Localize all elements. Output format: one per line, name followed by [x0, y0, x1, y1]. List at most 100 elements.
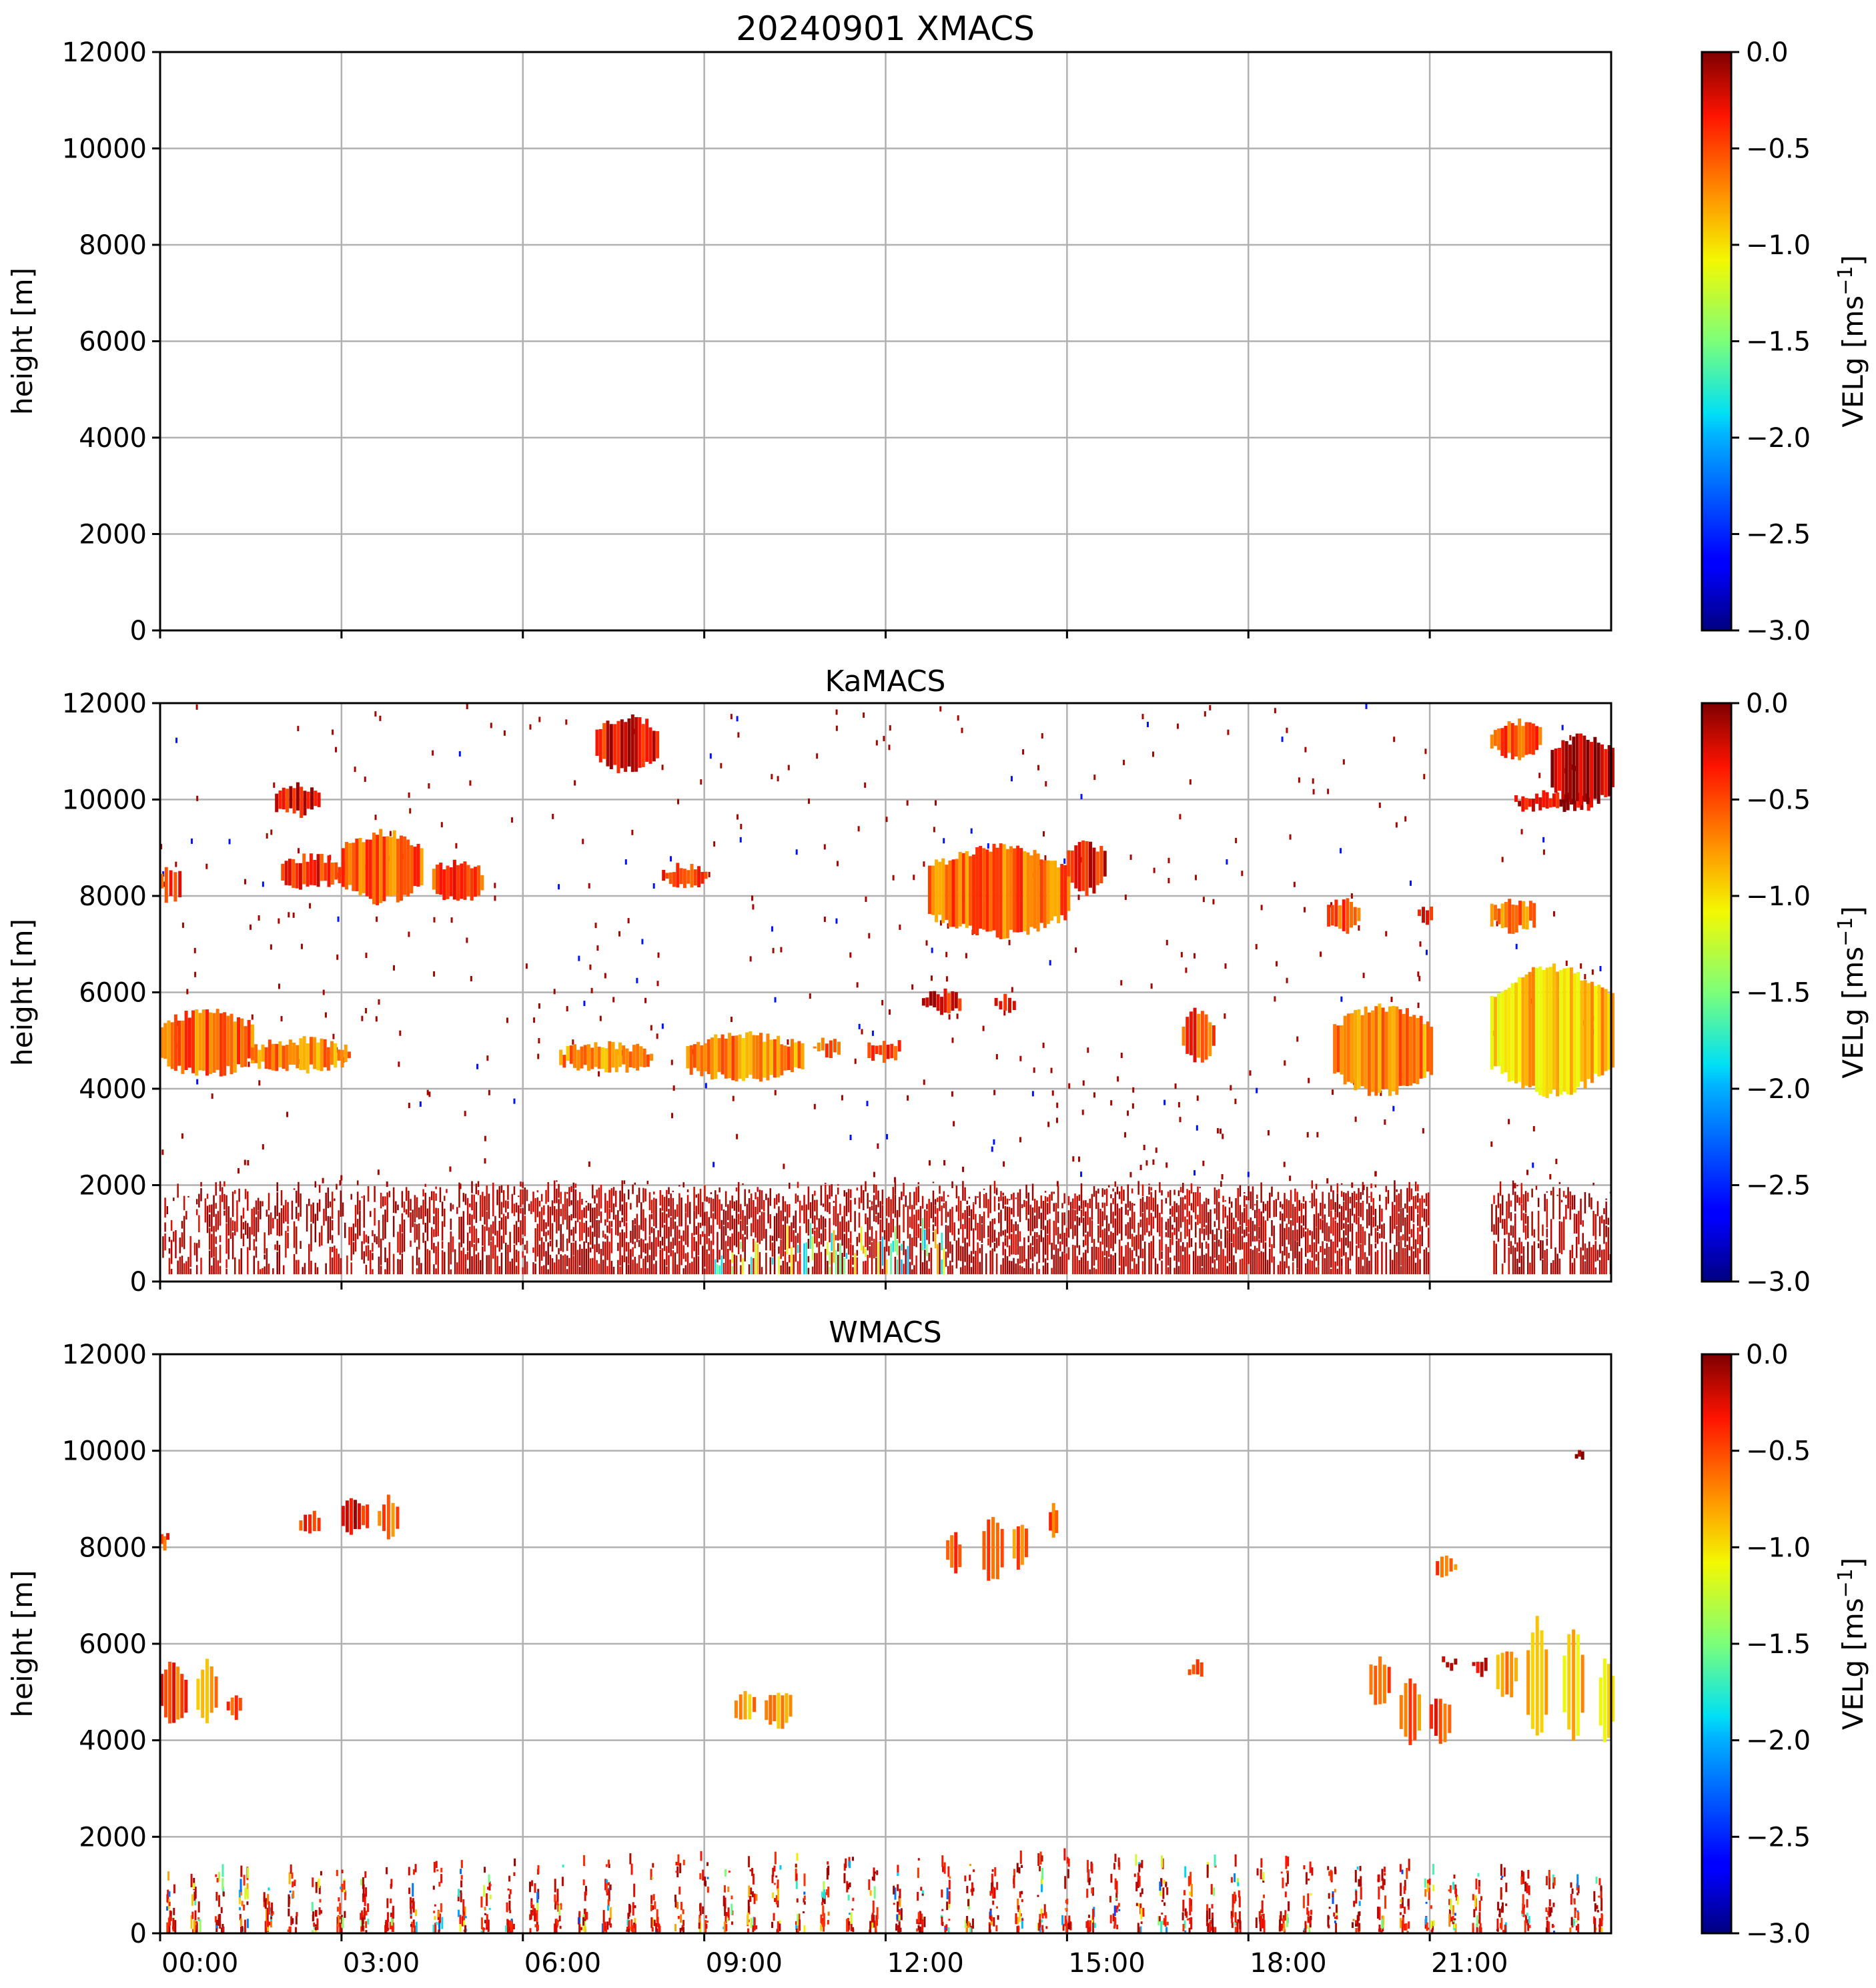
- clutter-mark: [717, 1231, 719, 1263]
- clutter-mark: [1595, 1877, 1598, 1884]
- cloud-column: [689, 1045, 693, 1075]
- clutter-mark: [1218, 1201, 1220, 1230]
- clutter-mark: [1002, 1230, 1004, 1235]
- cloud-column: [1490, 995, 1494, 1070]
- clutter-mark: [604, 1921, 606, 1931]
- clutter-mark: [1495, 1244, 1497, 1275]
- noise-mark: [1110, 1100, 1113, 1106]
- clutter-mark: [1148, 1183, 1150, 1185]
- clutter-mark: [684, 1265, 687, 1275]
- cloud-column: [1576, 971, 1580, 1087]
- clutter-mark: [352, 1241, 355, 1255]
- noise-mark: [1320, 951, 1322, 957]
- clutter-mark: [1137, 1879, 1139, 1889]
- clutter-mark: [238, 1889, 241, 1900]
- clutter-mark: [1040, 1229, 1042, 1242]
- noise-mark: [943, 1159, 946, 1165]
- cloud-column: [1060, 864, 1064, 915]
- clutter-mark: [422, 1232, 424, 1243]
- cloud-column: [1576, 1634, 1580, 1736]
- clutter-mark: [928, 1252, 930, 1262]
- clutter-mark: [583, 1241, 585, 1275]
- clutter-mark: [839, 1221, 841, 1240]
- clutter-mark: [735, 1200, 738, 1219]
- clutter-mark: [964, 1187, 966, 1201]
- cloud-column: [435, 865, 439, 895]
- cloud-column: [1346, 898, 1350, 934]
- noise-mark: [354, 767, 356, 773]
- clutter-mark: [1284, 1193, 1286, 1221]
- cloud-column: [1426, 910, 1430, 925]
- clutter-mark: [948, 1891, 951, 1904]
- clutter-mark: [735, 1255, 738, 1275]
- noise-mark: [399, 1030, 402, 1036]
- cloud-column: [738, 1034, 742, 1079]
- clutter-mark: [291, 1200, 294, 1220]
- clutter-mark: [1304, 1263, 1307, 1275]
- clutter-mark: [444, 1195, 446, 1201]
- clutter-mark: [500, 1217, 503, 1230]
- clutter-mark: [435, 1186, 437, 1189]
- clutter-mark: [1110, 1231, 1112, 1249]
- clutter-mark: [1127, 1184, 1129, 1208]
- clutter-mark: [264, 1899, 267, 1909]
- noise-mark: [1204, 711, 1206, 717]
- clutter-mark: [1296, 1268, 1298, 1275]
- clutter-mark: [350, 1193, 352, 1200]
- cloud-echo: [341, 1498, 370, 1535]
- clutter-mark: [494, 1245, 496, 1275]
- clutter-mark: [1116, 1925, 1119, 1930]
- clutter-mark: [1262, 1201, 1265, 1213]
- clutter-mark: [364, 1893, 366, 1907]
- cloud-echo: [1526, 1616, 1548, 1736]
- clutter-mark: [298, 1212, 300, 1221]
- clutter-mark: [955, 1205, 958, 1212]
- clutter-mark: [693, 1257, 695, 1275]
- clutter-mark: [268, 1193, 270, 1211]
- clutter-mark: [1518, 1237, 1520, 1264]
- clutter-mark: [1497, 1901, 1500, 1911]
- clutter-mark: [987, 1199, 989, 1218]
- clutter-mark: [1353, 1901, 1356, 1907]
- clutter-mark: [437, 1208, 440, 1236]
- clutter-mark: [1033, 1198, 1036, 1213]
- clutter-mark: [215, 1236, 217, 1244]
- cloud-column: [473, 867, 477, 897]
- clutter-mark: [1500, 1917, 1503, 1930]
- clutter-mark: [824, 1249, 827, 1275]
- cloud-column: [389, 837, 393, 897]
- clutter-mark: [1408, 1921, 1410, 1929]
- clutter-mark: [562, 1864, 564, 1868]
- cloud-column: [1039, 859, 1043, 923]
- clutter-mark: [1302, 1196, 1305, 1202]
- noise-mark: [1542, 849, 1545, 855]
- clutter-mark: [532, 1247, 534, 1253]
- clutter-mark: [1246, 1195, 1248, 1201]
- noise-mark: [1306, 1132, 1309, 1138]
- clutter-mark: [769, 1257, 771, 1275]
- clutter-mark: [928, 1268, 930, 1275]
- clutter-mark: [1575, 1925, 1578, 1931]
- clutter-mark: [292, 1881, 294, 1888]
- clutter-mark: [663, 1224, 666, 1252]
- noise-mark: [857, 826, 860, 832]
- noise-mark: [1219, 1128, 1222, 1134]
- clutter-mark: [1362, 1226, 1364, 1260]
- cloud-column: [1528, 799, 1532, 807]
- clutter-mark: [1328, 1226, 1330, 1242]
- cloud-column: [334, 862, 338, 880]
- clutter-mark: [905, 1195, 907, 1207]
- clutter-mark: [312, 1877, 314, 1887]
- cloud-column: [1524, 974, 1528, 1086]
- clutter-mark: [206, 1205, 209, 1233]
- clutter-mark: [1171, 1224, 1174, 1230]
- clutter-mark: [1008, 1199, 1011, 1201]
- clutter-mark: [1127, 1222, 1129, 1239]
- noise-mark: [877, 1143, 879, 1149]
- clutter-mark: [612, 1203, 615, 1220]
- cloud-column: [961, 853, 965, 924]
- clutter-mark: [653, 1191, 655, 1195]
- clutter-mark: [553, 1180, 556, 1203]
- cloud-column: [160, 873, 163, 889]
